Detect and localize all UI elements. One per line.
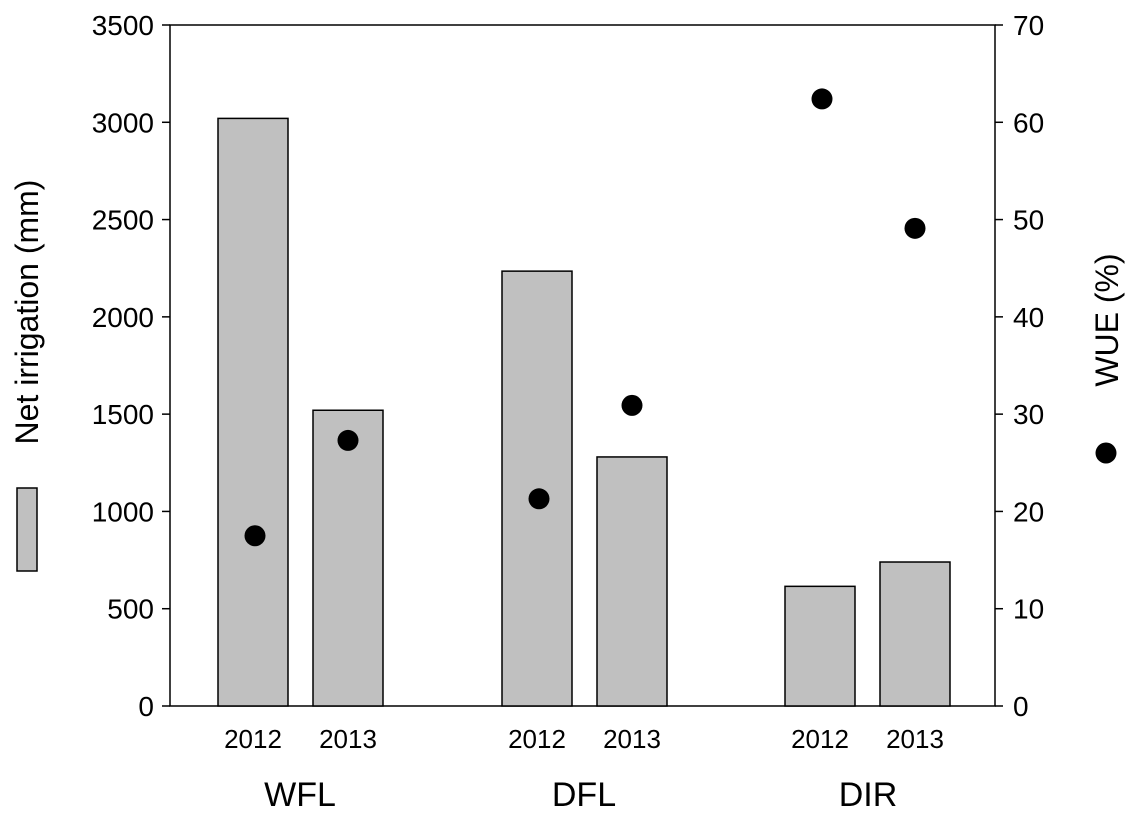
group-label-dfl: DFL bbox=[552, 776, 616, 814]
wue-point-wfl-2013 bbox=[337, 429, 359, 451]
right-tick-label: 40 bbox=[1013, 302, 1044, 333]
right-tick-label: 60 bbox=[1013, 107, 1044, 138]
year-label: 2012 bbox=[224, 724, 282, 754]
bar-wfl-2012 bbox=[217, 117, 289, 707]
left-axis-legend-bar-swatch bbox=[16, 487, 38, 572]
left-tick-label: 1000 bbox=[92, 496, 154, 527]
right-axis-legend-point-swatch bbox=[1095, 442, 1117, 464]
plot-frame bbox=[169, 24, 996, 707]
left-tick-label: 1500 bbox=[92, 399, 154, 430]
left-tick-label: 3500 bbox=[92, 10, 154, 41]
left-axis: 0 500 1000 1500 2000 2500 3000 3500 bbox=[92, 10, 170, 722]
wue-point-dfl-2012 bbox=[528, 488, 550, 510]
x-axis-labels: 2012 2013 2012 2013 2012 2013 WFL DFL DIR bbox=[224, 724, 944, 814]
wue-point-wfl-2012 bbox=[244, 525, 266, 547]
bar-dir-2012 bbox=[784, 585, 856, 707]
right-tick-label: 0 bbox=[1013, 691, 1029, 722]
left-tick-label: 3000 bbox=[92, 107, 154, 138]
right-axis: 0 10 20 30 40 50 60 70 bbox=[995, 10, 1044, 722]
left-tick-label: 0 bbox=[138, 691, 154, 722]
left-tick-label: 500 bbox=[107, 594, 154, 625]
points-layer bbox=[244, 88, 926, 547]
year-label: 2012 bbox=[791, 724, 849, 754]
left-axis-title: Net irrigation (mm) bbox=[9, 180, 45, 445]
wue-point-dir-2013 bbox=[904, 217, 926, 239]
right-tick-label: 10 bbox=[1013, 594, 1044, 625]
right-axis-title: WUE (%) bbox=[1089, 253, 1125, 386]
year-label: 2013 bbox=[603, 724, 661, 754]
year-label: 2012 bbox=[508, 724, 566, 754]
bar-dfl-2013 bbox=[596, 456, 668, 707]
year-label: 2013 bbox=[886, 724, 944, 754]
bar-dir-2013 bbox=[879, 561, 951, 707]
group-label-dir: DIR bbox=[839, 776, 898, 814]
year-label: 2013 bbox=[319, 724, 377, 754]
right-tick-label: 50 bbox=[1013, 205, 1044, 236]
left-tick-label: 2000 bbox=[92, 302, 154, 333]
left-tick-label: 2500 bbox=[92, 205, 154, 236]
bar-wfl-2013 bbox=[312, 409, 384, 707]
group-label-wfl: WFL bbox=[264, 776, 336, 814]
right-tick-label: 20 bbox=[1013, 496, 1044, 527]
bars-layer bbox=[217, 117, 951, 707]
wue-point-dfl-2013 bbox=[621, 394, 643, 416]
wue-point-dir-2012 bbox=[811, 88, 833, 110]
right-tick-label: 70 bbox=[1013, 10, 1044, 41]
right-tick-label: 30 bbox=[1013, 399, 1044, 430]
